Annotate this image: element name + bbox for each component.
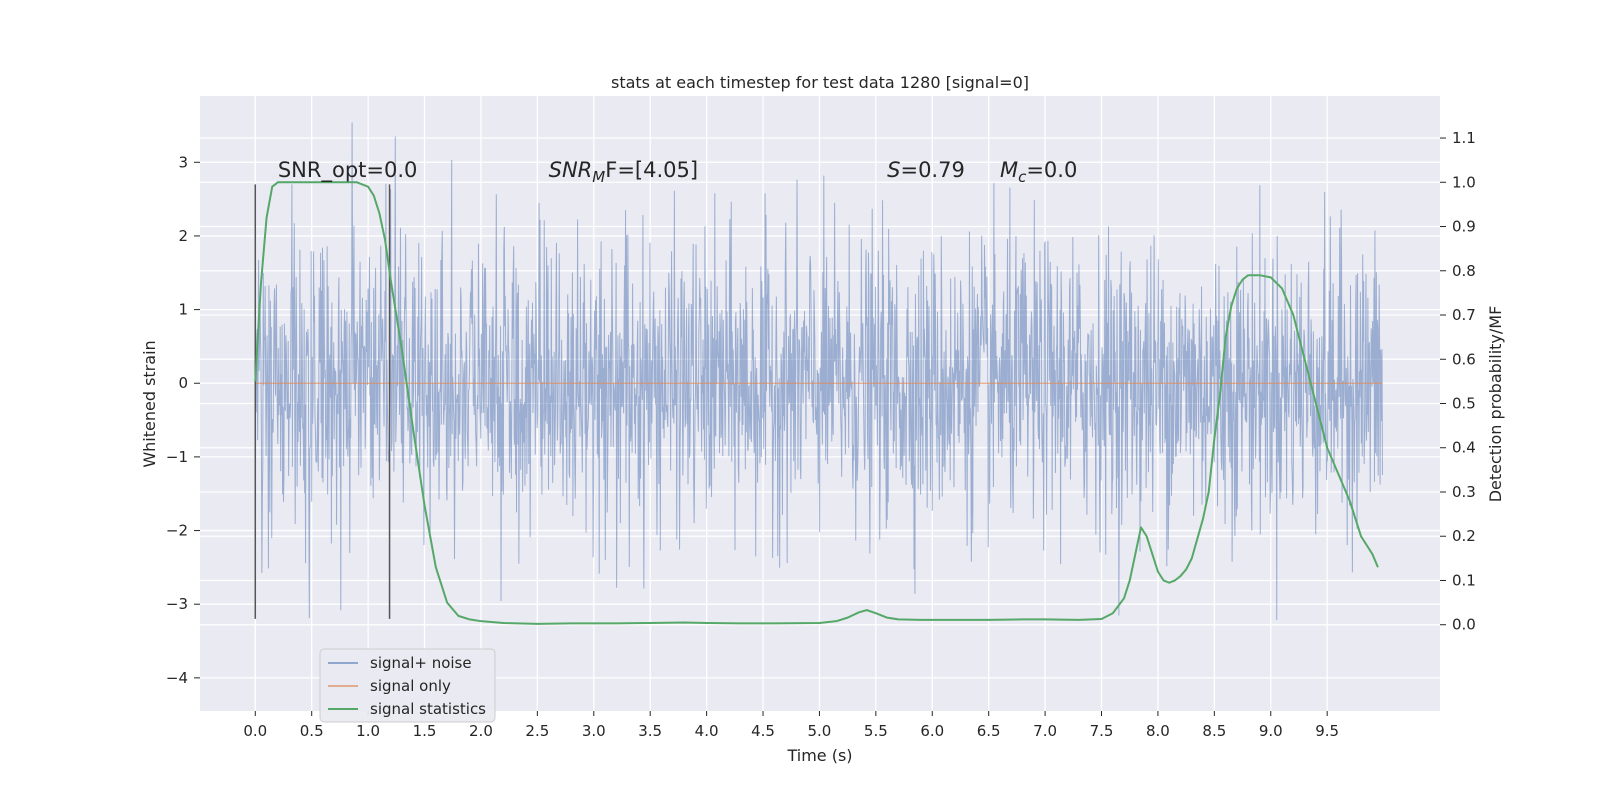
vertical-markers: [254, 184, 391, 619]
y2-tick-label: 1.0: [1452, 173, 1476, 191]
y2-tick-label: 0.3: [1452, 483, 1476, 501]
y2-axis-title: Detection probability/MF: [1486, 306, 1505, 503]
annotation-snr-opt: SNR_opt=0.0: [278, 158, 418, 183]
y2-tick-label: 0.1: [1452, 571, 1476, 589]
x-tick-label: 1.5: [413, 722, 437, 740]
series-signal-statistics: [254, 181, 1379, 625]
x-tick-labels: 0.0 0.5 1.0 1.5 2.0 2.5 3.0 3.5 4.0 4.5 5.0 5.5 6.0 6…: [243, 711, 1339, 740]
x-tick-label: 7.5: [1090, 722, 1114, 740]
x-tick-label: 2.5: [525, 722, 549, 740]
x-tick-label: 6.5: [977, 722, 1001, 740]
x-tick-label: 5.0: [808, 722, 832, 740]
x-tick-label: 5.5: [864, 722, 888, 740]
series-signal-noise: [254, 122, 1383, 620]
series-signal-statistics-line: [254, 181, 1379, 625]
y2-tick-label: 1.1: [1452, 129, 1476, 147]
x-tick-label: 3.0: [582, 722, 606, 740]
y-tick-labels: −4 −3 −2 −1 0 1 2 3: [166, 153, 200, 687]
legend: signal+ noise signal only signal statist…: [319, 648, 496, 723]
y-tick-label: 1: [178, 301, 188, 319]
y2-tick-label: 0.0: [1452, 616, 1476, 634]
x-tick-label: 9.5: [1315, 722, 1339, 740]
chart-title: stats at each timestep for test data 128…: [611, 73, 1029, 92]
legend-box: [319, 648, 496, 723]
y2-tick-labels: 0.0 0.1 0.2 0.3 0.4 0.5 0.6 0.7 0.8 0.9 1.0 1.1: [1440, 129, 1476, 634]
x-tick-label: 7.0: [1033, 722, 1057, 740]
x-tick-label: 3.5: [638, 722, 662, 740]
annotation-mc-value: Mc=0.0: [1000, 158, 1077, 186]
x-tick-label: 6.0: [920, 722, 944, 740]
annotations: SNR_opt=0.0 SNRMF=[4.05] S=0.79 Mc=0.0: [278, 158, 1077, 186]
y-tick-label: 2: [178, 227, 188, 245]
y2-tick-label: 0.6: [1452, 350, 1476, 368]
y-tick-label: −3: [166, 595, 188, 613]
y2-tick-label: 0.2: [1452, 527, 1476, 545]
annotation-s-value: S=0.79: [887, 158, 965, 182]
y2-tick-label: 0.8: [1452, 262, 1476, 280]
y2-tick-label: 0.9: [1452, 218, 1476, 236]
y-tick-label: 3: [178, 153, 188, 171]
x-tick-label: 0.0: [243, 722, 267, 740]
y2-tick-label: 0.7: [1452, 306, 1476, 324]
y2-tick-label: 0.5: [1452, 395, 1476, 413]
y-tick-label: −1: [166, 448, 188, 466]
series-signal-noise-line: [254, 122, 1383, 620]
x-tick-label: 0.5: [300, 722, 324, 740]
y-tick-label: 0: [178, 374, 188, 392]
annotation-snr-mf: SNRMF=[4.05]: [549, 158, 698, 186]
x-tick-label: 2.0: [469, 722, 493, 740]
x-tick-label: 4.0: [695, 722, 719, 740]
x-tick-label: 4.5: [751, 722, 775, 740]
legend-label-signal-noise: signal+ noise: [370, 654, 472, 672]
legend-label-signal-statistics: signal statistics: [370, 700, 486, 718]
x-axis-title: Time (s): [786, 746, 852, 765]
x-tick-label: 9.0: [1259, 722, 1283, 740]
y2-tick-label: 0.4: [1452, 439, 1476, 457]
y-tick-label: −2: [166, 522, 188, 540]
y-axis-title: Whitened strain: [140, 340, 159, 467]
legend-label-signal-only: signal only: [370, 677, 451, 695]
x-tick-label: 8.0: [1146, 722, 1170, 740]
y-tick-label: −4: [166, 669, 188, 687]
x-tick-label: 1.0: [356, 722, 380, 740]
x-tick-label: 8.5: [1202, 722, 1226, 740]
